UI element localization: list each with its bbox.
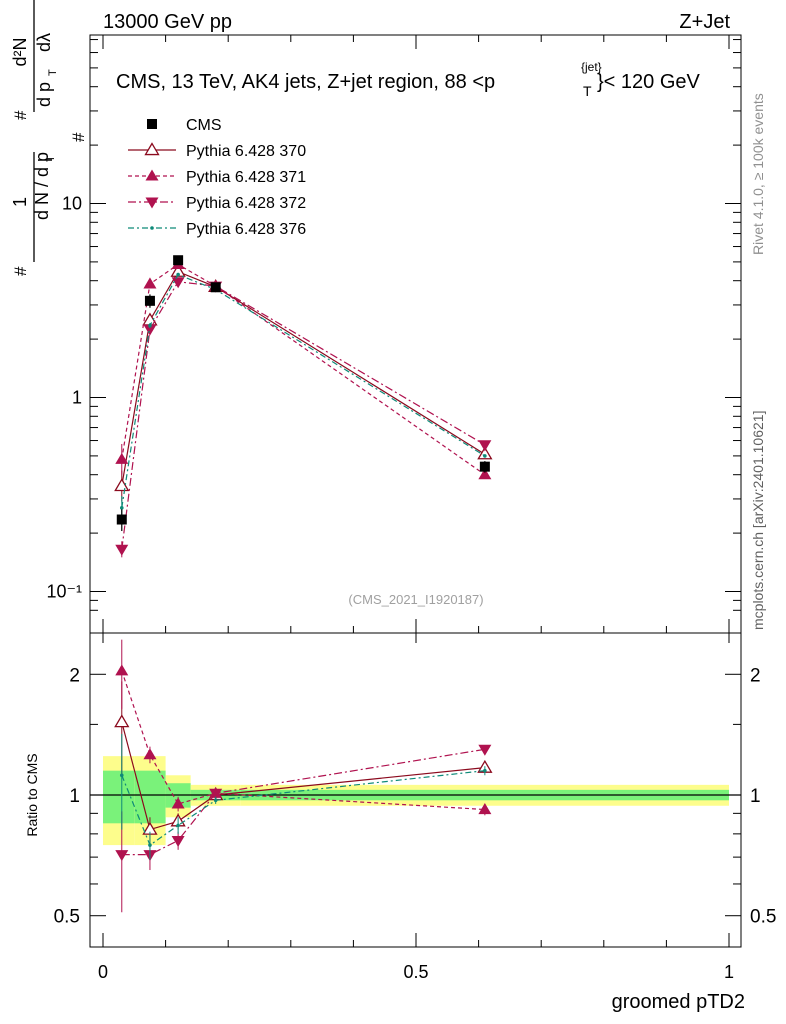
ratio-series-point	[119, 773, 124, 778]
y-label-dN: d N / d p	[32, 152, 52, 220]
ratio-series-point	[478, 744, 492, 756]
ratio-series-point	[213, 798, 218, 803]
legend-label: Pythia 6.428 376	[186, 221, 306, 238]
main-series-point	[114, 478, 130, 492]
ratio-series-point	[115, 850, 129, 862]
main-series-point	[478, 440, 492, 452]
ratio-series-point	[114, 714, 130, 728]
rivet-version-label: Rivet 4.1.0, ≥ 100k events	[750, 93, 766, 255]
y-label-d2N: d²N	[10, 37, 30, 66]
data-point	[210, 282, 221, 293]
main-title-prefix: CMS, 13 TeV, AK4 jets, Z+jet region, 88 …	[116, 71, 495, 93]
main-series-point	[119, 506, 124, 510]
main-series-layer	[114, 255, 493, 558]
y-label-d2N-den-sub: T	[47, 69, 59, 76]
x-tick-label: 1	[724, 962, 734, 982]
main-title: CMS, 13 TeV, AK4 jets, Z+jet region, 88 …	[116, 71, 495, 93]
y-tick-label: 10	[62, 194, 82, 214]
analysis-id-label: (CMS_2021_I1920187)	[348, 592, 483, 607]
x-tick-label: 0	[98, 962, 108, 982]
ratio-series-point	[115, 664, 129, 676]
main-series-point	[115, 452, 129, 464]
main-series-point	[171, 277, 185, 289]
main-series-point	[148, 323, 152, 328]
main-series-point	[115, 544, 129, 556]
legend-marker	[150, 226, 154, 230]
ratio-y-axis-label: Ratio to CMS	[24, 753, 40, 836]
data-point	[173, 255, 184, 266]
y-tick-label: 10⁻¹	[46, 582, 82, 602]
ratio-series-point	[176, 823, 180, 828]
main-series-point	[143, 324, 157, 336]
ratio-band-inner	[134, 770, 166, 824]
main-series-line	[121, 281, 486, 550]
y-label-hash1: #	[11, 266, 30, 276]
ratio-tick-label-right: 0.5	[750, 907, 776, 928]
ratio-tick-label: 0.5	[54, 907, 80, 928]
legend-marker	[145, 197, 159, 209]
ratio-series-point	[143, 748, 157, 760]
x-tick-label: 0.5	[403, 962, 428, 982]
y-tick-label: 1	[72, 388, 82, 408]
main-series-point	[176, 272, 180, 277]
main-title-suffix: }< 120 GeV	[597, 71, 701, 93]
legend-label: Pythia 6.428 370	[186, 143, 306, 160]
y-label-dN-sub: T	[45, 155, 57, 162]
ratio-series-point	[171, 797, 185, 809]
legend-label: Pythia 6.428 371	[186, 169, 306, 186]
main-series-line	[121, 263, 486, 476]
ratio-series-point	[148, 843, 152, 847]
main-series-line	[121, 270, 486, 487]
main-title-sup: {jet}	[581, 60, 602, 74]
ratio-series-point	[478, 803, 492, 815]
main-series-point	[477, 446, 493, 460]
legend-label: Pythia 6.428 372	[186, 195, 306, 212]
axis-ticks: 0 0.5 1 10⁻¹ 1 10 0.5 0.5 1 1 2 2	[46, 35, 776, 982]
ratio-tick-label: 2	[69, 665, 80, 686]
main-y-axis-label: d N / d p T 1 # # d²N d p T dλ #	[10, 0, 88, 276]
ratio-tick-label-right: 2	[750, 665, 761, 686]
main-series-point	[478, 468, 492, 480]
main-title-sub: T	[583, 83, 592, 99]
main-series-point	[143, 277, 157, 289]
ratio-band-inner	[103, 770, 135, 824]
ratio-series-point	[209, 788, 223, 800]
legend-label: CMS	[186, 117, 222, 134]
ratio-tick-label-right: 1	[750, 786, 761, 807]
header-energy-label: 13000 GeV pp	[103, 11, 232, 33]
y-label-d2N-den: d p	[34, 82, 54, 107]
ratio-uncertainty-bands	[103, 756, 729, 846]
y-label-d2N-den2: dλ	[34, 33, 54, 52]
legend: CMS Pythia 6.428 370 Pythia 6.428 371 Pythi…	[128, 117, 306, 238]
y-label-one: 1	[10, 197, 30, 207]
legend-marker-cms	[147, 119, 157, 129]
mcplots-label: mcplots.cern.ch [arXiv:2401.10621]	[750, 411, 766, 630]
ratio-series-point	[171, 835, 185, 848]
legend-marker	[144, 142, 160, 156]
ratio-series-layer	[114, 639, 493, 913]
ratio-series-line	[121, 670, 485, 811]
ratio-tick-label: 1	[69, 786, 80, 807]
legend-marker	[145, 169, 159, 181]
data-point	[479, 461, 490, 472]
main-series-line	[121, 273, 486, 508]
data-point	[144, 295, 155, 306]
main-series-point	[483, 454, 487, 458]
x-axis-label: groomed pTD2	[612, 991, 745, 1013]
y-label-hash2: #	[69, 132, 88, 142]
ratio-series-point	[483, 768, 487, 773]
header-process-label: Z+Jet	[679, 11, 730, 33]
y-label-hash3: #	[11, 110, 30, 120]
data-point	[116, 514, 127, 525]
